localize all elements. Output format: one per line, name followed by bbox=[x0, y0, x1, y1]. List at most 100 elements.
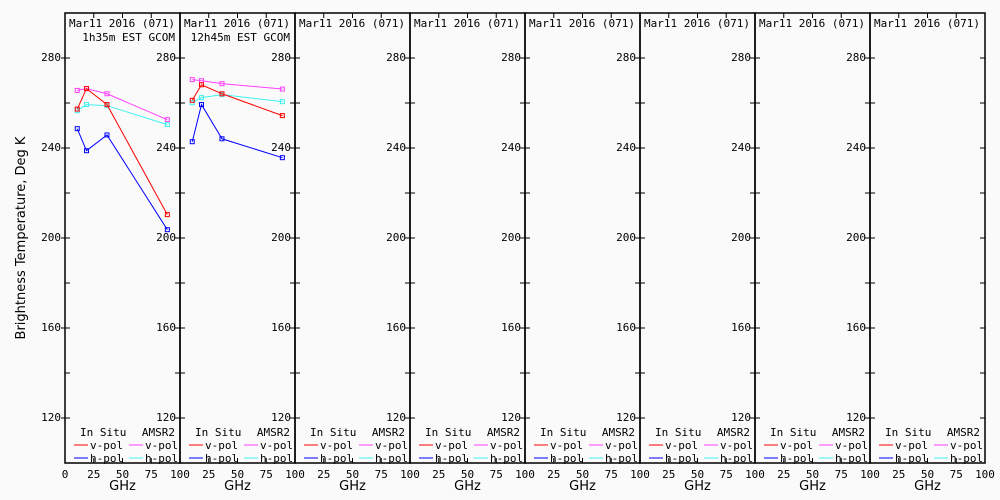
x-tick-label: 25 bbox=[432, 468, 445, 481]
panel-title: Mar11 2016 (071) bbox=[759, 17, 865, 30]
x-tick-label: 25 bbox=[202, 468, 215, 481]
legend-label: h-pol bbox=[145, 452, 178, 465]
x-tick-label: 25 bbox=[87, 468, 100, 481]
x-axis-label: GHz bbox=[569, 479, 596, 494]
legend-label: h-pol bbox=[780, 452, 813, 465]
panel-6: 120 160 200 240 280 25 50 75 100 GHz Mar11 2016 (0… bbox=[616, 12, 765, 494]
legend-label: h-pol bbox=[260, 452, 293, 465]
legend-label: v-pol bbox=[780, 439, 813, 452]
data-point-marker bbox=[279, 99, 285, 105]
series-line bbox=[77, 88, 168, 121]
legend-title-amsr2: AMSR2 bbox=[832, 426, 865, 439]
panel-1: 120 160 200 240 280 0 25 50 75 100 GHz Mar11 2016 (… bbox=[41, 12, 190, 494]
x-axis-label: GHz bbox=[799, 479, 826, 494]
legend-title-amsr2: AMSR2 bbox=[602, 426, 635, 439]
data-point-marker bbox=[84, 102, 90, 108]
data-point-marker bbox=[199, 95, 205, 101]
x-tick-label: 50 bbox=[116, 468, 129, 481]
panel-subtitle: 1h35m EST GCOM bbox=[82, 31, 175, 44]
x-tick-label: 50 bbox=[921, 468, 934, 481]
legend-label: h-pol bbox=[435, 452, 468, 465]
y-tick-label: 200 bbox=[156, 231, 176, 244]
data-point-marker bbox=[189, 97, 195, 103]
y-tick-label: 120 bbox=[616, 411, 636, 424]
panel-subtitle: 12h45m EST GCOM bbox=[191, 31, 291, 44]
y-tick-label: 160 bbox=[616, 321, 636, 334]
data-point-marker bbox=[279, 86, 285, 92]
legend-title-in-situ: In Situ bbox=[885, 426, 931, 439]
data-point-marker bbox=[199, 102, 205, 108]
y-tick-label: 160 bbox=[41, 321, 61, 334]
legend-label: h-pol bbox=[605, 452, 638, 465]
legend-label: v-pol bbox=[835, 439, 868, 452]
legend-label: v-pol bbox=[550, 439, 583, 452]
y-tick-label: 200 bbox=[616, 231, 636, 244]
data-point-marker bbox=[104, 102, 110, 108]
legend-label: v-pol bbox=[145, 439, 178, 452]
y-tick-label: 200 bbox=[846, 231, 866, 244]
legend-label: v-pol bbox=[375, 439, 408, 452]
panel-title: Mar11 2016 (071) bbox=[874, 17, 980, 30]
y-tick-label: 240 bbox=[271, 141, 291, 154]
data-point-marker bbox=[74, 106, 80, 112]
panel-3: 120 160 200 240 280 25 50 75 100 GHz Mar11 2016 (0… bbox=[271, 12, 420, 494]
y-tick-label: 280 bbox=[616, 51, 636, 64]
x-tick-label: 25 bbox=[317, 468, 330, 481]
legend-title-amsr2: AMSR2 bbox=[372, 426, 405, 439]
legend-label: v-pol bbox=[260, 439, 293, 452]
y-tick-label: 120 bbox=[271, 411, 291, 424]
y-tick-label: 120 bbox=[731, 411, 751, 424]
legend-label: h-pol bbox=[90, 452, 123, 465]
legend-title-in-situ: In Situ bbox=[80, 426, 126, 439]
x-tick-label: 50 bbox=[346, 468, 359, 481]
legend-label: v-pol bbox=[205, 439, 238, 452]
x-tick-label: 75 bbox=[490, 468, 503, 481]
x-tick-label: 75 bbox=[145, 468, 158, 481]
x-tick-label: 0 bbox=[62, 468, 69, 481]
series-line bbox=[192, 79, 283, 90]
x-tick-label: 75 bbox=[605, 468, 618, 481]
data-point-marker bbox=[219, 136, 225, 142]
x-axis-label: GHz bbox=[339, 479, 366, 494]
legend-label: h-pol bbox=[205, 452, 238, 465]
legend-title-in-situ: In Situ bbox=[425, 426, 471, 439]
panel-2: 120 160 200 240 280 25 50 75 100 GHz Mar11 2016 (0… bbox=[156, 12, 305, 494]
y-tick-label: 120 bbox=[156, 411, 176, 424]
legend-title-amsr2: AMSR2 bbox=[142, 426, 175, 439]
data-point-marker bbox=[84, 148, 90, 154]
y-tick-label: 280 bbox=[731, 51, 751, 64]
y-tick-label: 120 bbox=[501, 411, 521, 424]
x-tick-label: 100 bbox=[515, 468, 535, 481]
data-point-marker bbox=[189, 139, 195, 145]
x-tick-label: 50 bbox=[691, 468, 704, 481]
data-point-marker bbox=[164, 122, 170, 128]
data-point-marker bbox=[84, 86, 90, 92]
legend-label: v-pol bbox=[665, 439, 698, 452]
data-point-marker bbox=[164, 212, 170, 218]
legend-label: h-pol bbox=[665, 452, 698, 465]
series-line bbox=[191, 103, 283, 159]
y-tick-label: 160 bbox=[386, 321, 406, 334]
x-axis-label: GHz bbox=[684, 479, 711, 494]
x-tick-label: 50 bbox=[231, 468, 244, 481]
x-tick-label: 75 bbox=[950, 468, 963, 481]
x-tick-label: 75 bbox=[375, 468, 388, 481]
x-tick-label: 25 bbox=[892, 468, 905, 481]
data-point-marker bbox=[74, 87, 80, 93]
data-point-marker bbox=[164, 227, 170, 233]
data-point-marker bbox=[189, 77, 195, 83]
x-tick-label: 100 bbox=[975, 468, 995, 481]
panel-8: 120 160 200 240 280 25 50 75 100 GHz Mar11 2016 (0… bbox=[846, 12, 995, 494]
y-tick-label: 200 bbox=[41, 231, 61, 244]
legend-label: h-pol bbox=[950, 452, 983, 465]
panel-title: Mar11 2016 (071) bbox=[644, 17, 750, 30]
legend-label: v-pol bbox=[895, 439, 928, 452]
data-point-marker bbox=[199, 82, 205, 88]
x-axis-label: GHz bbox=[224, 479, 251, 494]
panel-frame bbox=[869, 12, 986, 464]
legend-label: v-pol bbox=[320, 439, 353, 452]
x-tick-label: 100 bbox=[170, 468, 190, 481]
legend-title-in-situ: In Situ bbox=[310, 426, 356, 439]
panel-5: 120 160 200 240 280 25 50 75 100 GHz Mar11 2016 (0… bbox=[501, 12, 650, 494]
x-tick-label: 75 bbox=[835, 468, 848, 481]
